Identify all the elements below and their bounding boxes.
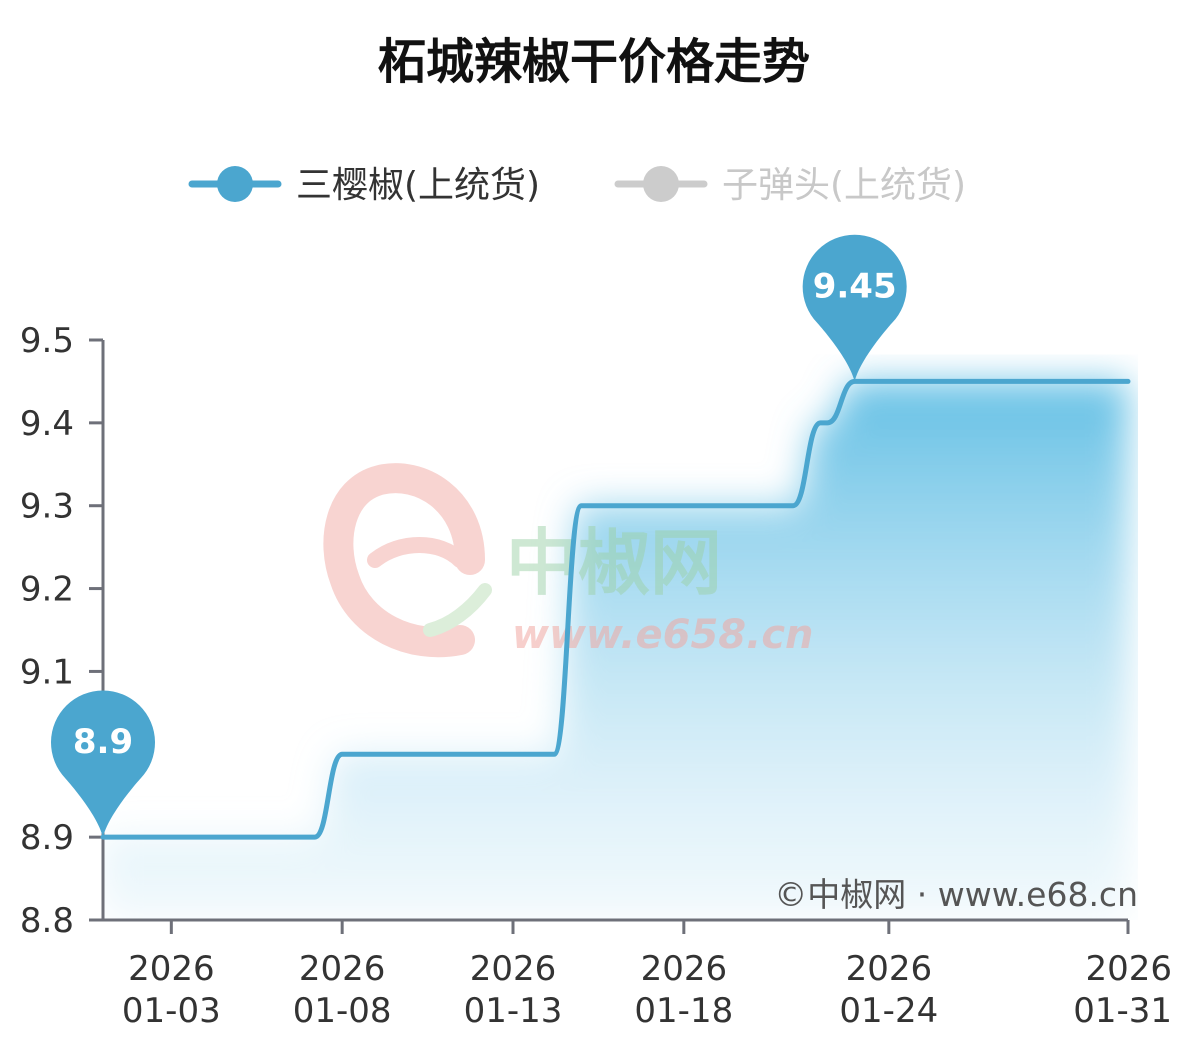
x-tick-label-year: 2026: [470, 949, 557, 989]
legend-label-series-1: 三樱椒(上统货): [296, 165, 540, 206]
x-tick-label-year: 2026: [128, 949, 215, 989]
marker-label: 8.9: [73, 722, 133, 762]
markers: 8.9 9.45: [51, 234, 907, 838]
series-1-line-group: [100, 378, 1131, 840]
copyright-text: ©中椒网 · www.e68.cn: [774, 875, 1138, 914]
watermark-logo-icon: [323, 463, 492, 658]
watermark-url: www.e658.cn: [512, 612, 814, 658]
legend-item-series-2[interactable]: 子弹头(上统货): [614, 165, 966, 206]
legend-dot-series-1: [217, 166, 253, 202]
series-1-line: [100, 378, 1131, 840]
legend-item-series-1[interactable]: 三樱椒(上统货): [188, 165, 540, 206]
x-tick-label-date: 01-03: [122, 991, 221, 1031]
x-tick-label-year: 2026: [1085, 949, 1172, 989]
x-tick-label-date: 01-08: [293, 991, 392, 1031]
chart-title: 柘城辣椒干价格走势: [378, 34, 810, 90]
legend-dot-series-2: [643, 166, 679, 202]
legend-label-series-2: 子弹头(上统货): [722, 165, 966, 206]
y-tick-label: 9.1: [20, 652, 74, 692]
x-tick-label-date: 01-13: [464, 991, 563, 1031]
y-tick-label: 9.4: [20, 404, 74, 444]
y-axis: 9.5 9.4 9.3 9.2 9.1 8.9 8.8: [20, 321, 105, 941]
marker-label: 9.45: [813, 266, 897, 306]
x-axis-ticks: 202601-03202601-08202601-13202601-182026…: [122, 920, 1172, 1031]
y-tick-label: 9.3: [20, 487, 74, 527]
x-tick-label-date: 01-24: [839, 991, 938, 1031]
x-tick-label-year: 2026: [641, 949, 728, 989]
x-tick-label-year: 2026: [299, 949, 386, 989]
y-tick-label: 8.9: [20, 818, 74, 858]
marker-pin-shape: [802, 234, 907, 382]
watermark-brand: 中椒网: [506, 521, 722, 605]
x-tick-label-year: 2026: [846, 949, 933, 989]
marker-pin[interactable]: 8.9: [51, 690, 155, 838]
x-axis: 202601-03202601-08202601-13202601-182026…: [103, 918, 1172, 1031]
marker-pin-shape: [51, 690, 155, 838]
watermark: 中椒网 www.e658.cn: [323, 463, 814, 658]
y-tick-label: 8.8: [20, 901, 74, 941]
x-tick-label-date: 01-18: [634, 991, 733, 1031]
legend: 三樱椒(上统货) 子弹头(上统货): [188, 165, 966, 206]
y-tick-label: 9.2: [20, 570, 74, 610]
y-tick-label: 9.5: [20, 321, 74, 361]
marker-pin[interactable]: 9.45: [802, 234, 907, 382]
series-1-area: [103, 381, 1128, 920]
x-tick-label-date: 01-31: [1073, 991, 1172, 1031]
area-fill: [103, 381, 1128, 920]
y-axis-ticks: 9.5 9.4 9.3 9.2 9.1 8.9 8.8: [20, 321, 103, 941]
